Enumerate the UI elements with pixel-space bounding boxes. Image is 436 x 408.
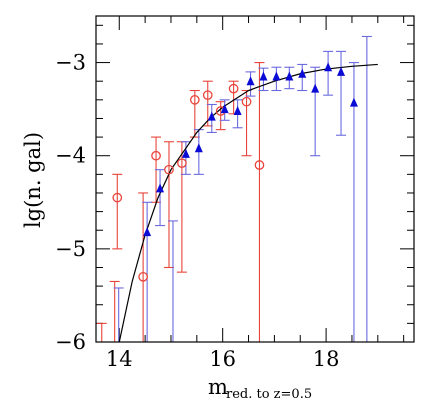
data-point-circle [241,96,252,107]
data-point-triangle [285,71,294,81]
tick-labels: 14 16 18 −3 −4 −5 −6 [55,51,339,371]
data-point-triangle [156,183,165,193]
data-point-triangle [311,83,320,93]
data-point-triangle [143,227,152,237]
data-point-triangle [169,370,177,379]
x-tick-label: 18 [313,347,340,371]
data-point-triangle [220,104,229,114]
x-axis-label-subscript: red. to z=0.5 [226,387,312,402]
x-axis-label: m [208,375,228,399]
data-point-circle [98,370,106,378]
data-point-triangle [363,370,371,379]
data-point-circle [151,150,161,161]
x-tick-label: 16 [209,347,236,371]
data-point-circle [177,158,187,169]
y-tick-label: −6 [55,330,86,354]
data-point-circle [164,164,174,175]
data-point-triangle [259,71,268,81]
data-point-circle [254,160,265,170]
data-point-circle [138,271,148,282]
data-point-circle [228,83,239,94]
data-point-triangle [349,97,358,107]
data-point-triangle [233,106,242,116]
data-point-triangle [207,111,216,121]
data-point-triangle [194,143,203,153]
data-point-circle [189,94,200,105]
x-tick-label: 14 [106,347,133,371]
data-point-triangle [324,62,333,72]
data-markers [98,62,371,379]
data-point-circle [110,370,118,378]
data-point-triangle [272,71,281,81]
y-tick-label: −3 [55,51,86,75]
plot-frame [95,15,415,343]
data-point-triangle [298,68,307,78]
data-point-circle [202,90,213,101]
data-point-triangle [337,66,346,76]
data-point-triangle [246,76,255,86]
data-point-circle [112,192,123,203]
data-point-triangle [181,148,190,158]
y-axis-label: lg(n. gal) [21,132,45,228]
error-bars [96,35,372,342]
y-tick-label: −5 [55,237,86,261]
y-tick-label: −4 [55,144,86,168]
